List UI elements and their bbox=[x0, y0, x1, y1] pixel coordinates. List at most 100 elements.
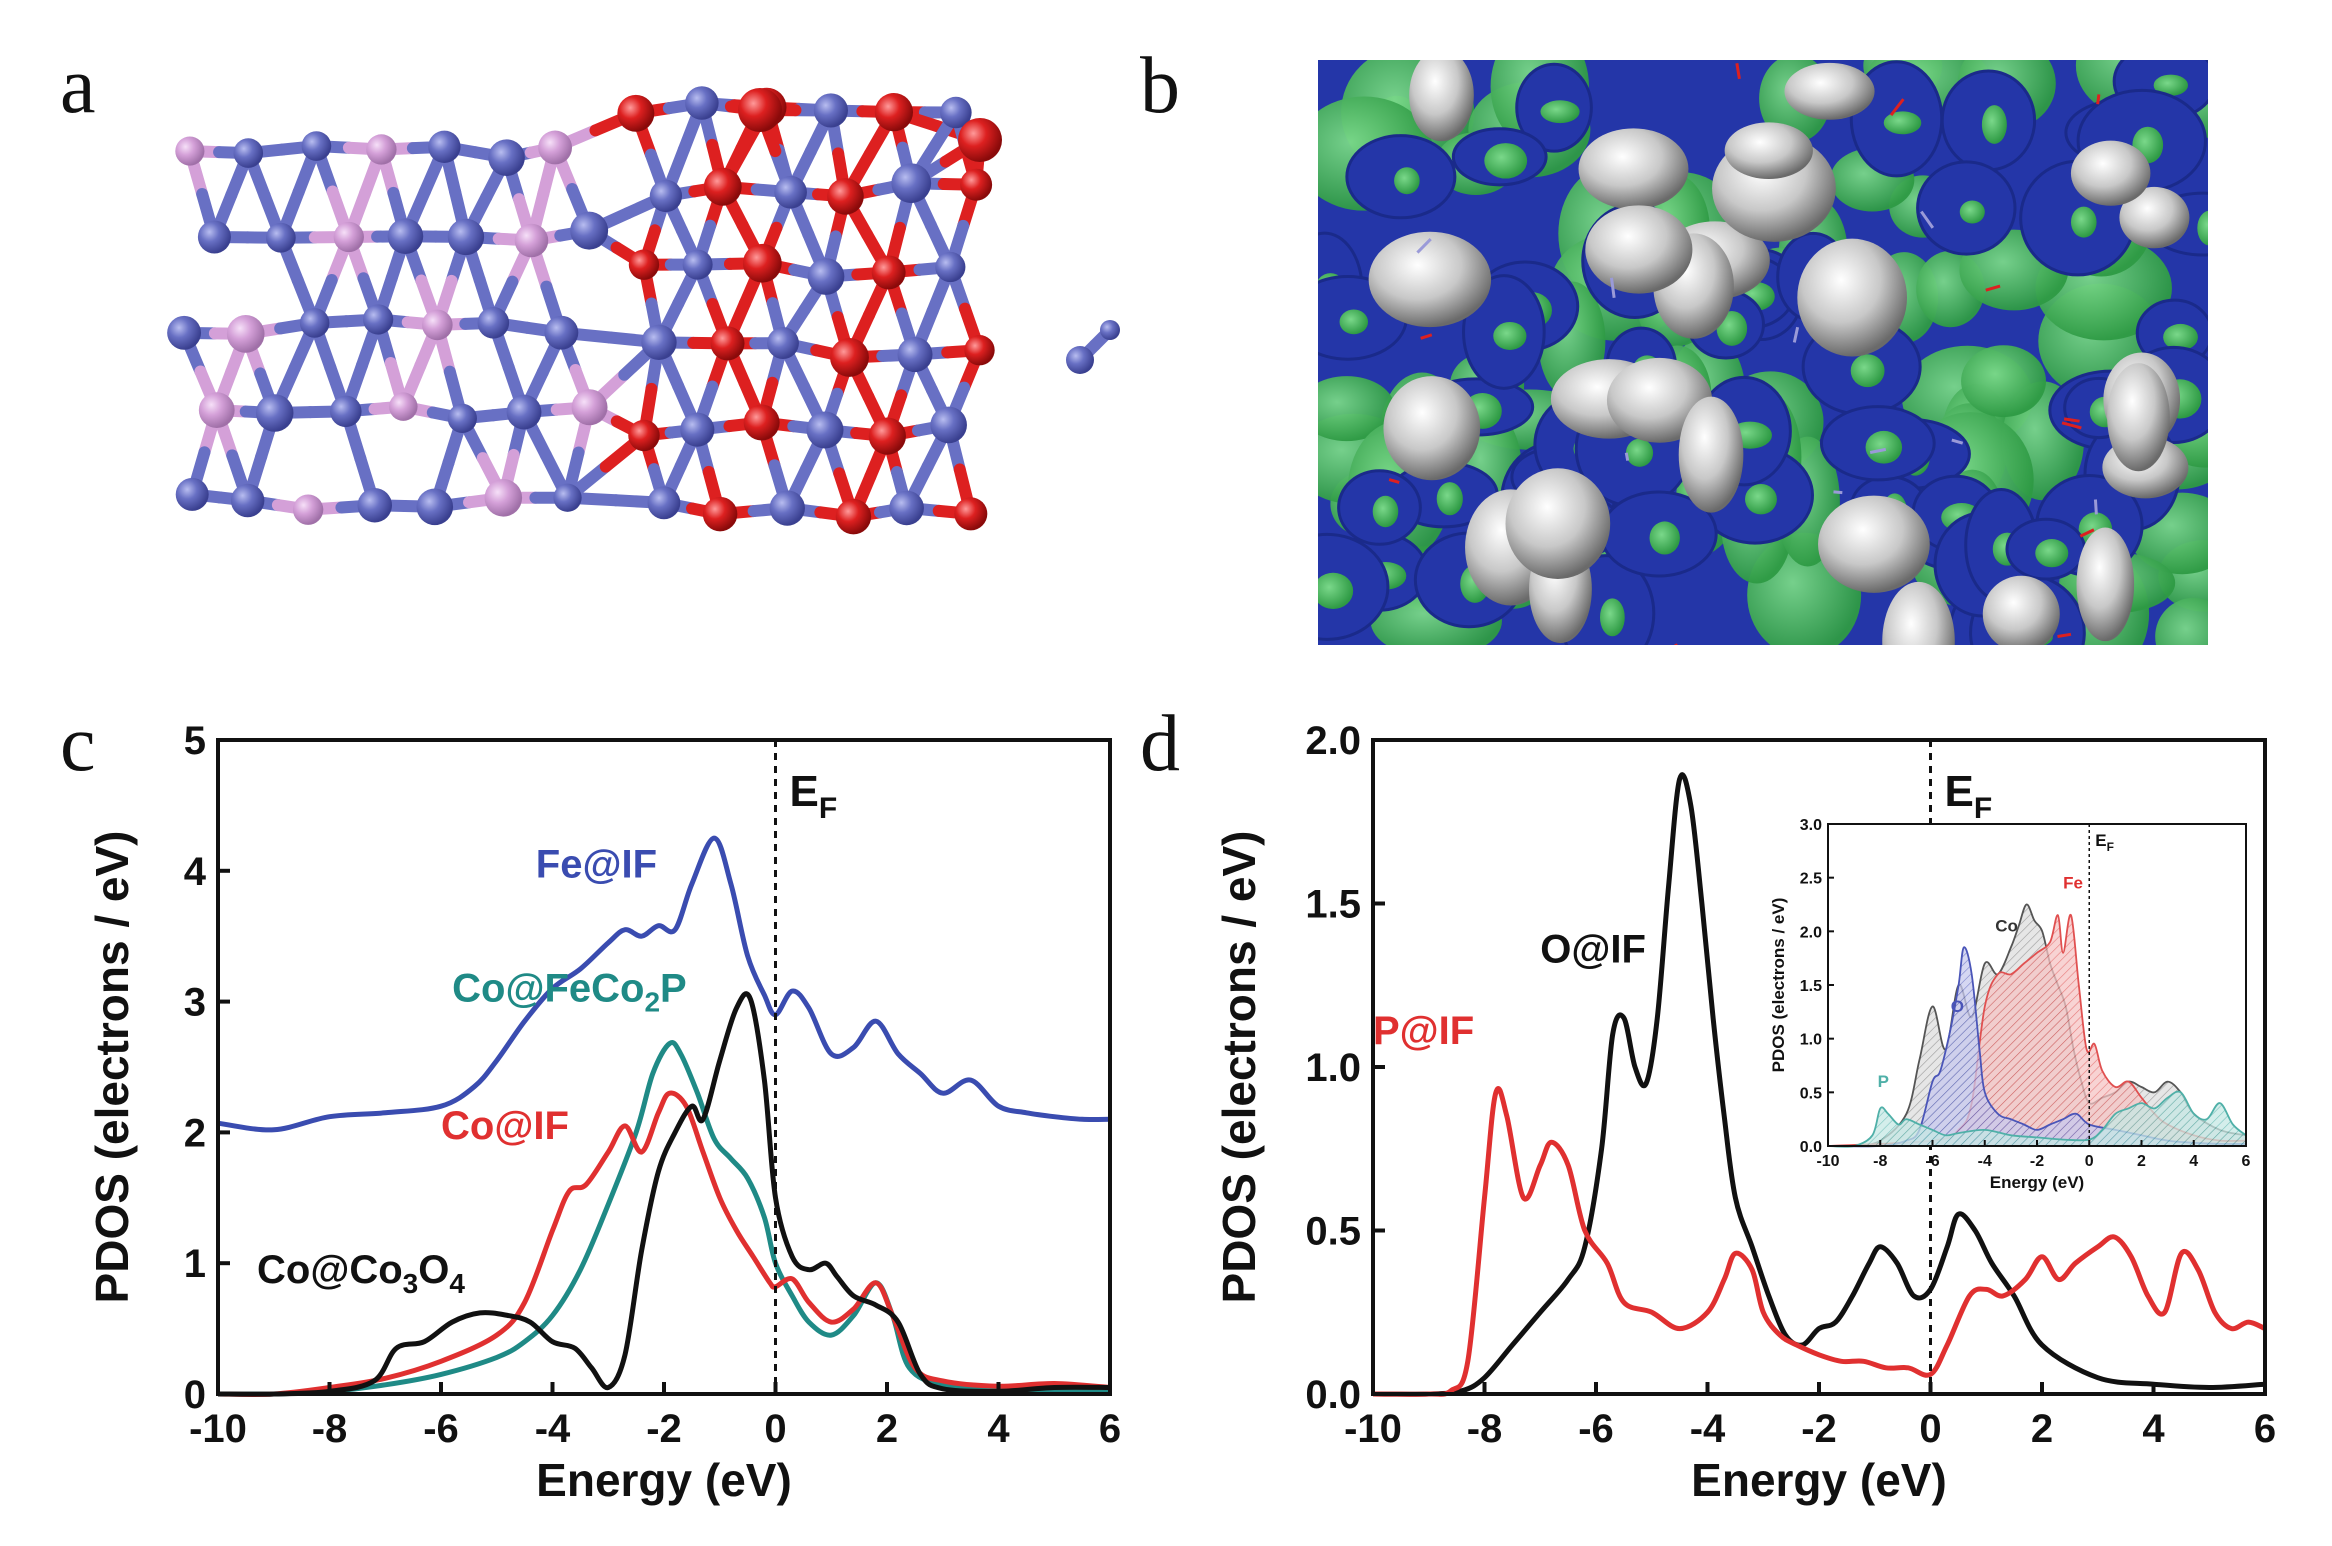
panel-label-a: a bbox=[60, 42, 96, 130]
charge-density-surface bbox=[1318, 60, 2208, 645]
metal-atom bbox=[299, 308, 330, 338]
metal-atom bbox=[940, 96, 972, 129]
oxygen-atom bbox=[628, 249, 660, 280]
pdos-chart-c: EF Fe@IF Co@FeCo2P Co@IF Co@Co3O4 -10 -8 -6 -4… bbox=[86, 719, 1121, 1506]
gray-isosurface bbox=[1383, 376, 1481, 481]
metal-atom bbox=[897, 337, 933, 373]
metal-atom bbox=[416, 488, 454, 526]
oxygen-atom bbox=[702, 496, 738, 532]
panel-label-c: c bbox=[60, 700, 96, 788]
inset-y-tick-label: 1.0 bbox=[1800, 1032, 1822, 1049]
x-axis-title-c: Energy (eV) bbox=[536, 1454, 792, 1506]
series-line-2 bbox=[217, 1090, 1111, 1397]
metal-atom bbox=[387, 218, 424, 255]
x-tick-label: 2 bbox=[2031, 1407, 2053, 1451]
gray-isosurface bbox=[2076, 527, 2135, 642]
metal-atom bbox=[889, 490, 924, 526]
green-core bbox=[1493, 321, 1527, 350]
inset-annotation-1: Co bbox=[1995, 916, 2018, 935]
x-axis-title-d: Energy (eV) bbox=[1691, 1454, 1947, 1506]
bond-stick bbox=[1416, 238, 1432, 254]
bond-stick bbox=[2079, 528, 2095, 538]
y-tick-label: 5 bbox=[184, 719, 206, 763]
gray-isosurface bbox=[1784, 62, 1875, 120]
inset-area-3 bbox=[1828, 1091, 2246, 1147]
atomic-structure-model bbox=[167, 86, 1120, 535]
oxygen-atom bbox=[871, 255, 906, 290]
metal-atom bbox=[647, 486, 681, 520]
green-lobe bbox=[1318, 376, 1395, 442]
metal-atom bbox=[641, 324, 677, 361]
inset-area-1 bbox=[1828, 914, 2246, 1146]
green-core bbox=[1436, 482, 1463, 516]
inset-pdos-chart: EF-10 -8 -6 -4 -2 0 2 4 60.00.51.01.52.02.53.0OC… bbox=[1769, 817, 2251, 1192]
gray-isosurface bbox=[1585, 205, 1693, 294]
metal-atom bbox=[428, 130, 461, 164]
oxygen-atom bbox=[835, 498, 872, 535]
inset-y-tick-label: 0.5 bbox=[1800, 1085, 1822, 1102]
green-core bbox=[2153, 74, 2189, 96]
metal-atom bbox=[891, 163, 932, 204]
metal-atom bbox=[1100, 320, 1120, 340]
gray-isosurface bbox=[1678, 396, 1744, 513]
inset-y-axis-title: PDOS (electrons / eV) bbox=[1769, 898, 1788, 1073]
green-core bbox=[1318, 572, 1354, 610]
inset-annotation-2: Fe bbox=[2063, 873, 2083, 892]
plot-frame bbox=[216, 738, 1112, 1396]
bond-stick bbox=[2061, 421, 2082, 430]
metal-atom bbox=[935, 251, 966, 283]
bond-stick bbox=[2057, 632, 2072, 638]
metal-atom bbox=[649, 179, 683, 213]
x-tick-label: 0 bbox=[1919, 1407, 1941, 1451]
oxygen-atom bbox=[738, 88, 782, 132]
bond-stick bbox=[1735, 63, 1741, 80]
green-core bbox=[2163, 323, 2198, 351]
gray-isosurface bbox=[1578, 128, 1689, 210]
series-annotation-1: P@IF bbox=[1373, 1009, 1474, 1053]
inset-x-tick-label: -4 bbox=[1978, 1153, 1992, 1170]
metal-atom bbox=[265, 222, 296, 253]
phosphorus-atom bbox=[514, 223, 549, 258]
x-tick-label: -10 bbox=[189, 1407, 247, 1451]
green-core bbox=[1959, 200, 1985, 224]
metal-atom bbox=[1066, 346, 1094, 374]
bond-stick bbox=[1869, 447, 1887, 454]
gray-isosurface bbox=[1818, 495, 1930, 593]
phosphorus-atom bbox=[421, 309, 453, 341]
y-tick-label: 1.0 bbox=[1305, 1046, 1361, 1090]
green-core bbox=[1649, 521, 1680, 555]
series-annotation-1: Co@FeCo2P bbox=[452, 967, 687, 1018]
blue-lobe bbox=[1318, 532, 1390, 641]
y-tick-label: 1.5 bbox=[1305, 883, 1361, 927]
x-tick-label: 4 bbox=[987, 1407, 1010, 1451]
phosphorus-atom bbox=[333, 221, 364, 253]
atom-group bbox=[167, 86, 1120, 535]
inset-x-tick-label: 4 bbox=[2189, 1153, 2198, 1170]
y-tick-label: 0.5 bbox=[1305, 1210, 1361, 1254]
gray-isosurface bbox=[1505, 468, 1611, 579]
green-core bbox=[1484, 143, 1528, 179]
metal-atom bbox=[769, 490, 805, 526]
green-core bbox=[2197, 210, 2208, 246]
phosphorus-atom bbox=[198, 392, 235, 429]
green-core bbox=[2035, 539, 2069, 568]
x-tick-label: -10 bbox=[1344, 1407, 1402, 1451]
inset-y-tick-label: 2.0 bbox=[1800, 924, 1822, 941]
oxygen-atom bbox=[710, 326, 745, 361]
metal-atom bbox=[197, 220, 231, 254]
x-tick-label: 4 bbox=[2142, 1407, 2165, 1451]
gray-isosurface bbox=[2119, 186, 2190, 249]
bond-stick bbox=[1951, 438, 1964, 445]
gray-isosurface bbox=[1882, 581, 1955, 645]
metal-atom bbox=[488, 139, 525, 176]
phosphorus-atom bbox=[292, 494, 324, 525]
inset-area-2 bbox=[1828, 947, 2246, 1147]
oxygen-atom bbox=[628, 419, 660, 452]
fermi-level-label: EF bbox=[1945, 767, 1993, 825]
y-tick-label: 2.0 bbox=[1305, 719, 1361, 763]
metal-atom bbox=[553, 483, 582, 512]
x-tick-label: 0 bbox=[764, 1407, 786, 1451]
green-core bbox=[1850, 354, 1885, 388]
bond-stick bbox=[1624, 452, 1630, 461]
inset-annotation-3: P bbox=[1878, 1072, 1889, 1091]
